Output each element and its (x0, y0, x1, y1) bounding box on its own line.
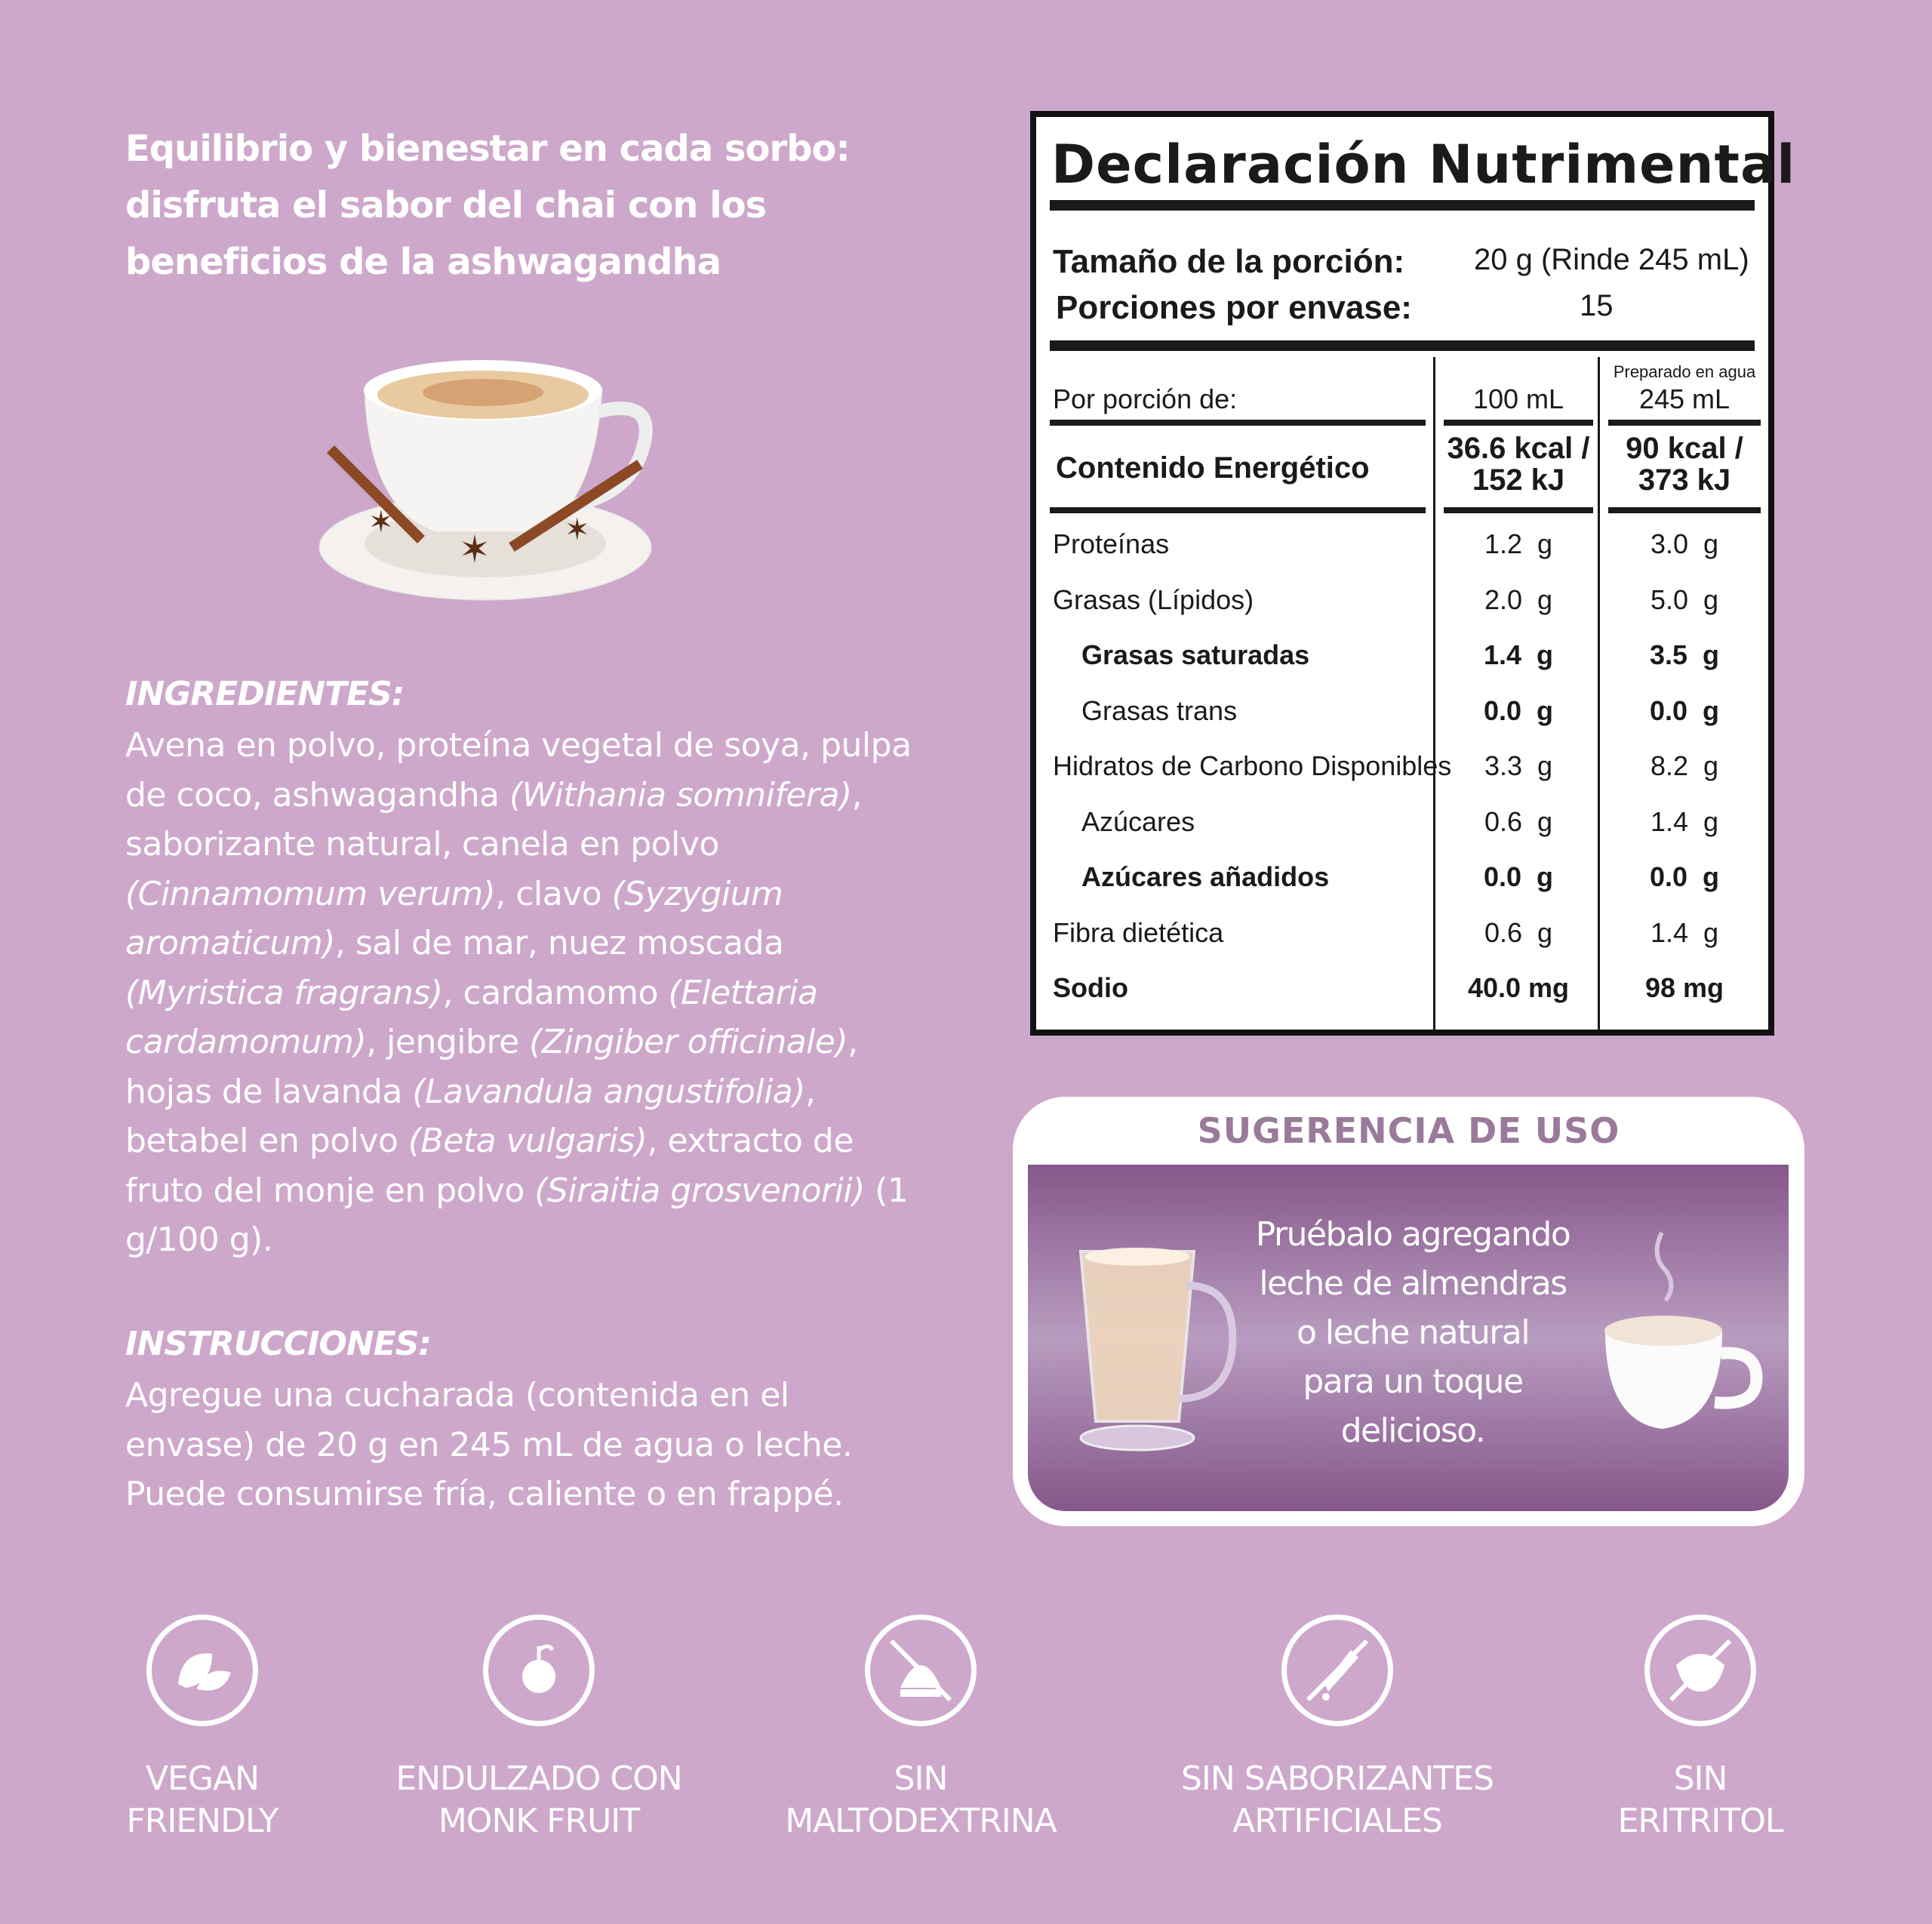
monk-fruit-icon (483, 1615, 595, 1726)
nutrient-value-serving: 3.5 g (1649, 639, 1720, 670)
scientific-name: (Myristica fragrans) (125, 973, 443, 1012)
ingredients-title: INGREDIENTES: (125, 675, 405, 713)
scientific-name: (Siraitia grosvenorii) (534, 1171, 865, 1210)
svg-text:✶: ✶ (368, 506, 394, 539)
nutrition-title: Declaración Nutrimental (1051, 134, 1796, 195)
scientific-name: (Lavandula angustifolia) (412, 1072, 805, 1111)
nutrient-label: Hidratos de Carbono Disponibles (1053, 750, 1452, 781)
ingredient-text: Avena en polvo, proteína vegetal de soya… (125, 726, 912, 814)
feature-badge: VEGAN FRIENDLY (29, 1615, 376, 1842)
suggestion-text: Pruébalo agregando leche de almendras o le… (1255, 1215, 1571, 1450)
svg-text:✶: ✶ (459, 528, 491, 571)
nutrient-label: Fibra dietética (1053, 916, 1224, 948)
servings-per-container-value: 15 (1580, 289, 1614, 322)
no-artificial-flavor-icon (1281, 1615, 1393, 1726)
feature-badge: SIN SABORIZANTES ARTIFICIALES (1164, 1615, 1511, 1842)
scientific-name: (Withania somnifera) (509, 775, 852, 814)
no-erythritol-icon (1644, 1615, 1756, 1726)
nutrient-value-serving: 1.4 g (1650, 805, 1719, 837)
nutrient-label: Grasas saturadas (1081, 639, 1310, 670)
badge-label: SIN MALTODEXTRINA (785, 1759, 1057, 1840)
nutrient-value-100ml: 1.4 g (1483, 639, 1554, 670)
nutrition-facts-table: Declaración Nutrimental Tamaño de la por… (1030, 111, 1795, 1036)
scientific-name: (Cinnamomum verum) (125, 874, 496, 913)
serving-size-value: 20 g (Rinde 245 mL) (1474, 243, 1749, 276)
nutrient-value-100ml: 1.2 g (1484, 528, 1553, 559)
nutrient-label: Azúcares (1081, 805, 1195, 837)
nutrient-value-serving: 1.4 g (1650, 916, 1719, 948)
ingredient-text: , hojas de lavanda (125, 1023, 858, 1111)
coffee-mug-icon (1604, 1231, 1763, 1429)
serving-size-label: Tamaño de la porción: (1053, 243, 1405, 280)
nutrient-label: Proteínas (1053, 528, 1170, 559)
no-maltodextrin-icon (865, 1615, 977, 1726)
nutrient-value-100ml: 0.0 g (1483, 861, 1554, 892)
ingredient-text: , extracto de fruto del monje en polvo (125, 1122, 854, 1210)
nutrient-value-serving: 98 mg (1644, 972, 1724, 1003)
scientific-name: (Zingiber officinale) (529, 1023, 848, 1061)
energy-col1: 36.6 kcal /152 kJ (1447, 432, 1590, 497)
nutrient-value-100ml: 40.0 mg (1467, 972, 1570, 1003)
ingredient-text: , clavo (495, 874, 612, 913)
energy-label: Contenido Energético (1056, 451, 1370, 485)
feature-badge: SIN ERITRITOL (1527, 1615, 1874, 1842)
usage-suggestion-card: SUGERENCIA DE USO Pruébalo agregando lech… (1013, 1097, 1804, 1526)
scientific-name: (Syzygium aromaticum) (125, 874, 783, 963)
latte-glass-icon (1078, 1248, 1237, 1451)
ingredient-text: , jengibre (366, 1023, 530, 1061)
col1-header: 100 mL (1472, 383, 1564, 414)
nutrient-label: Azúcares añadidos (1081, 861, 1330, 892)
nutrient-value-100ml: 0.0 g (1483, 694, 1554, 726)
energy-col2: 90 kcal /373 kJ (1626, 432, 1743, 497)
nutrient-label: Grasas (Lípidos) (1053, 583, 1254, 615)
ingredient-text: , cardamomo (442, 973, 669, 1012)
nutrient-value-serving: 5.0 g (1650, 583, 1719, 615)
ingredients-text: Avena en polvo, proteína vegetal de soya… (125, 721, 925, 1265)
ingredient-text: , betabel en polvo (125, 1072, 816, 1161)
nutrient-value-100ml: 0.6 g (1484, 916, 1553, 948)
chai-cup-image: ✶ ✶ ✶ (318, 360, 653, 601)
per-serving-label: Por porción de: (1053, 383, 1238, 414)
feature-badge: ENDULZADO CON MONK FRUIT (365, 1615, 712, 1842)
servings-per-container-label: Porciones por envase: (1056, 289, 1412, 326)
badge-label: ENDULZADO CON MONK FRUIT (395, 1759, 682, 1840)
nutrient-value-serving: 0.0 g (1649, 861, 1720, 892)
ingredient-text: (1 g/100 g). (125, 1171, 909, 1260)
instructions-text: Agregue una cucharada (contenida en el e… (125, 1376, 853, 1513)
badge-label: VEGAN FRIENDLY (126, 1759, 279, 1840)
ingredient-text: , sal de mar, nuez moscada (334, 924, 784, 962)
nutrient-label: Sodio (1053, 972, 1128, 1003)
col2-note: Preparado en agua (1613, 362, 1756, 381)
badge-label: SIN SABORIZANTES ARTIFICIALES (1180, 1759, 1494, 1840)
nutrient-value-100ml: 2.0 g (1484, 583, 1553, 615)
scientific-name: (Beta vulgaris) (408, 1122, 648, 1160)
nutrient-value-serving: 3.0 g (1650, 528, 1719, 559)
suggestion-panel: Pruébalo agregando leche de almendras o le… (1028, 1165, 1789, 1511)
suggestion-title: SUGERENCIA DE USO (1197, 1110, 1620, 1151)
ingredient-text: , saborizante natural, canela en polvo (125, 775, 863, 864)
leaf-icon (146, 1615, 258, 1726)
nutrient-label: Grasas trans (1081, 694, 1238, 726)
nutrient-value-serving: 0.0 g (1649, 694, 1720, 726)
nutrient-value-100ml: 0.6 g (1484, 805, 1553, 837)
feature-badge: SIN MALTODEXTRINA (747, 1615, 1094, 1842)
headline: Equilibrio y bienestar en cada sorbo: di… (125, 128, 851, 283)
nutrient-value-100ml: 3.3 g (1484, 750, 1553, 781)
scientific-name: (Elettaria cardamomum) (125, 973, 818, 1062)
instructions-title: INSTRUCCIONES: (125, 1325, 432, 1363)
svg-text:✶: ✶ (565, 513, 590, 546)
badge-label: SIN ERITRITOL (1617, 1759, 1784, 1840)
col2-header: 245 mL (1638, 383, 1730, 414)
nutrient-value-serving: 8.2 g (1650, 750, 1719, 781)
